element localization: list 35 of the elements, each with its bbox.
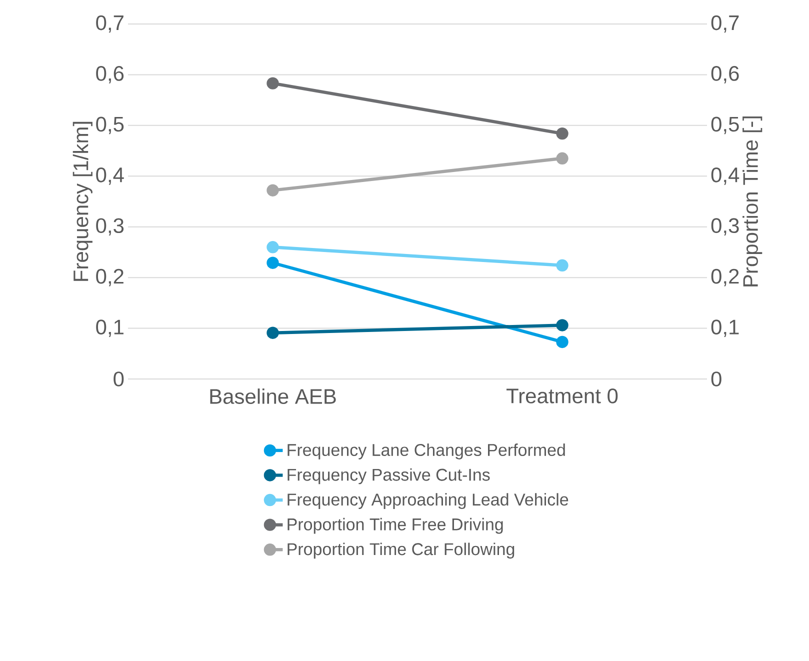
point	[556, 152, 568, 164]
y-axis-title: Frequency [1/km]	[72, 122, 92, 281]
legend-label: Frequency Passive Cut-Ins	[288, 468, 490, 484]
x-tick-label: Baseline AEB	[210, 388, 336, 404]
point	[266, 256, 279, 269]
y-tick-label: 0,2	[96, 268, 124, 286]
point	[556, 319, 568, 332]
point	[556, 127, 568, 140]
point	[556, 259, 568, 272]
y2-tick-label: 0,7	[711, 15, 739, 33]
y2-tick-label: 0,1	[711, 320, 739, 337]
y-tick-label: 0,1	[96, 320, 124, 337]
y2-tick-label: 0,5	[711, 116, 739, 134]
legend-label: Frequency Approaching Lead Vehicle	[288, 493, 568, 509]
y-tick-label: 0,4	[96, 167, 124, 185]
y-tick-label: 0,7	[96, 15, 124, 33]
y2-tick-label: 0	[711, 372, 722, 386]
y2-tick-label: 0,2	[711, 268, 739, 286]
legend-label: Proportion Time Car Following	[288, 542, 514, 559]
y2-tick-label: 0,3	[711, 218, 739, 236]
point	[266, 326, 279, 339]
y2-tick-label: 0,4	[711, 167, 740, 185]
y2-axis-title: Proportion Time [-]	[742, 116, 762, 286]
point	[266, 184, 279, 196]
x-tick-label: Treatment 0	[506, 388, 618, 404]
legend-label: Proportion Time Free Driving	[288, 518, 503, 534]
point	[266, 77, 279, 90]
y-tick-label: 0	[114, 372, 124, 386]
y2-tick-label: 0,6	[711, 66, 739, 84]
y-tick-label: 0,6	[96, 66, 124, 84]
y-tick-label: 0,3	[96, 218, 124, 236]
y-tick-label: 0,5	[96, 116, 124, 134]
point	[556, 336, 568, 348]
legend-label: Frequency Lane Changes Performed	[288, 444, 565, 460]
point	[266, 241, 279, 254]
